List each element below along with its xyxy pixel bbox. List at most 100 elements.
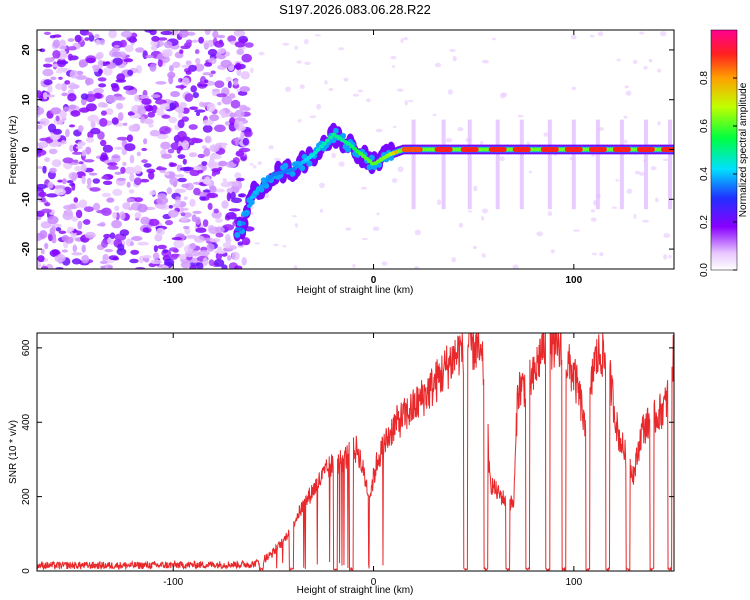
noise-blob bbox=[109, 232, 116, 239]
noise-blob bbox=[181, 140, 190, 150]
noise-blob bbox=[206, 192, 219, 199]
noise-blob bbox=[199, 195, 207, 201]
noise-blob bbox=[195, 111, 201, 117]
noise-blob bbox=[209, 73, 214, 78]
noise-blob bbox=[202, 124, 213, 133]
ridge-core bbox=[322, 141, 327, 146]
ridge-core bbox=[261, 181, 267, 186]
noise-blob bbox=[92, 64, 100, 73]
colorbar: 0.0 0.2 0.4 0.6 0.8 Normalized spectral ampl… bbox=[699, 29, 749, 277]
noise-blob bbox=[123, 122, 128, 126]
noise-blob bbox=[140, 216, 150, 225]
noise-blob bbox=[49, 35, 56, 39]
noise-blob bbox=[500, 92, 506, 99]
noise-blob bbox=[615, 179, 620, 182]
noise-blob bbox=[51, 226, 56, 230]
noise-blob bbox=[174, 188, 187, 193]
noise-blob bbox=[181, 64, 190, 68]
noise-blob bbox=[95, 52, 103, 60]
noise-blob bbox=[162, 249, 168, 254]
noise-blob bbox=[40, 197, 46, 203]
noise-blob bbox=[234, 172, 242, 179]
noise-blob bbox=[136, 151, 141, 157]
ridge-mid bbox=[236, 220, 243, 227]
noise-blob bbox=[61, 83, 67, 92]
noise-blob bbox=[268, 145, 274, 150]
noise-blob bbox=[175, 199, 181, 206]
snr-xlabel: Height of straight line (km) bbox=[297, 585, 414, 596]
noise-blob bbox=[78, 125, 84, 133]
noise-blob bbox=[195, 216, 201, 225]
noise-blob bbox=[241, 237, 251, 246]
noise-blob bbox=[184, 93, 194, 102]
noise-blob bbox=[105, 95, 117, 103]
noise-blob bbox=[55, 69, 63, 74]
noise-blob bbox=[188, 124, 198, 130]
noise-blob bbox=[571, 86, 576, 91]
noise-blob bbox=[128, 124, 139, 132]
noise-blob bbox=[181, 183, 190, 188]
noise-blob bbox=[198, 36, 205, 44]
noise-blob bbox=[100, 265, 106, 269]
ridge-peak bbox=[401, 147, 422, 152]
noise-blob bbox=[77, 141, 86, 147]
noise-blob bbox=[657, 121, 661, 126]
ridge-core bbox=[358, 151, 363, 156]
noise-blob bbox=[625, 90, 632, 96]
noise-blob bbox=[112, 211, 117, 219]
noise-blob bbox=[133, 177, 142, 186]
noise-blob bbox=[156, 107, 164, 116]
noise-blob bbox=[309, 115, 317, 119]
noise-blob bbox=[155, 99, 167, 105]
noise-blob bbox=[207, 48, 218, 57]
noise-blob bbox=[194, 109, 206, 113]
noise-blob bbox=[96, 209, 108, 214]
noise-blob bbox=[75, 75, 87, 80]
noise-blob bbox=[172, 61, 181, 68]
noise-blob bbox=[42, 68, 54, 77]
noise-blob bbox=[159, 126, 171, 135]
noise-blob bbox=[168, 75, 174, 85]
noise-blob bbox=[55, 227, 62, 232]
noise-blob bbox=[152, 252, 160, 260]
noise-blob bbox=[143, 163, 152, 168]
noise-blob bbox=[44, 242, 49, 250]
ridge-mid bbox=[234, 232, 241, 238]
noise-blob bbox=[39, 137, 51, 142]
noise-blob bbox=[197, 83, 208, 87]
noise-blob bbox=[414, 229, 421, 236]
streak bbox=[495, 119, 500, 210]
noise-blob bbox=[162, 264, 169, 269]
noise-blob bbox=[173, 239, 184, 249]
noise-blob bbox=[177, 119, 185, 129]
noise-blob bbox=[69, 69, 79, 79]
noise-blob bbox=[338, 47, 345, 51]
noise-blob bbox=[468, 210, 472, 213]
noise-blob bbox=[393, 125, 397, 129]
noise-blob bbox=[141, 98, 152, 105]
noise-blob bbox=[216, 93, 227, 98]
noise-blob bbox=[71, 216, 79, 222]
ridge-core bbox=[237, 227, 243, 232]
noise-blob bbox=[352, 263, 356, 268]
noise-blob bbox=[47, 123, 57, 133]
y-tick-label: 0 bbox=[21, 146, 32, 152]
ridge-peak bbox=[588, 147, 607, 152]
noise-blob bbox=[168, 116, 178, 124]
noise-blob bbox=[650, 166, 657, 171]
noise-blob bbox=[211, 210, 222, 219]
noise-blob bbox=[143, 118, 154, 125]
noise-blob bbox=[228, 208, 241, 212]
noise-blob bbox=[481, 253, 486, 258]
noise-blob bbox=[74, 165, 82, 172]
ridge-core bbox=[309, 153, 315, 158]
noise-blob bbox=[44, 202, 51, 207]
noise-blob bbox=[150, 40, 158, 46]
noise-blob bbox=[46, 193, 58, 198]
noise-blob bbox=[116, 73, 126, 82]
noise-blob bbox=[96, 223, 106, 227]
noise-blob bbox=[191, 257, 199, 264]
ridge-core bbox=[312, 150, 318, 155]
noise-blob bbox=[183, 196, 188, 201]
noise-blob bbox=[199, 75, 207, 85]
